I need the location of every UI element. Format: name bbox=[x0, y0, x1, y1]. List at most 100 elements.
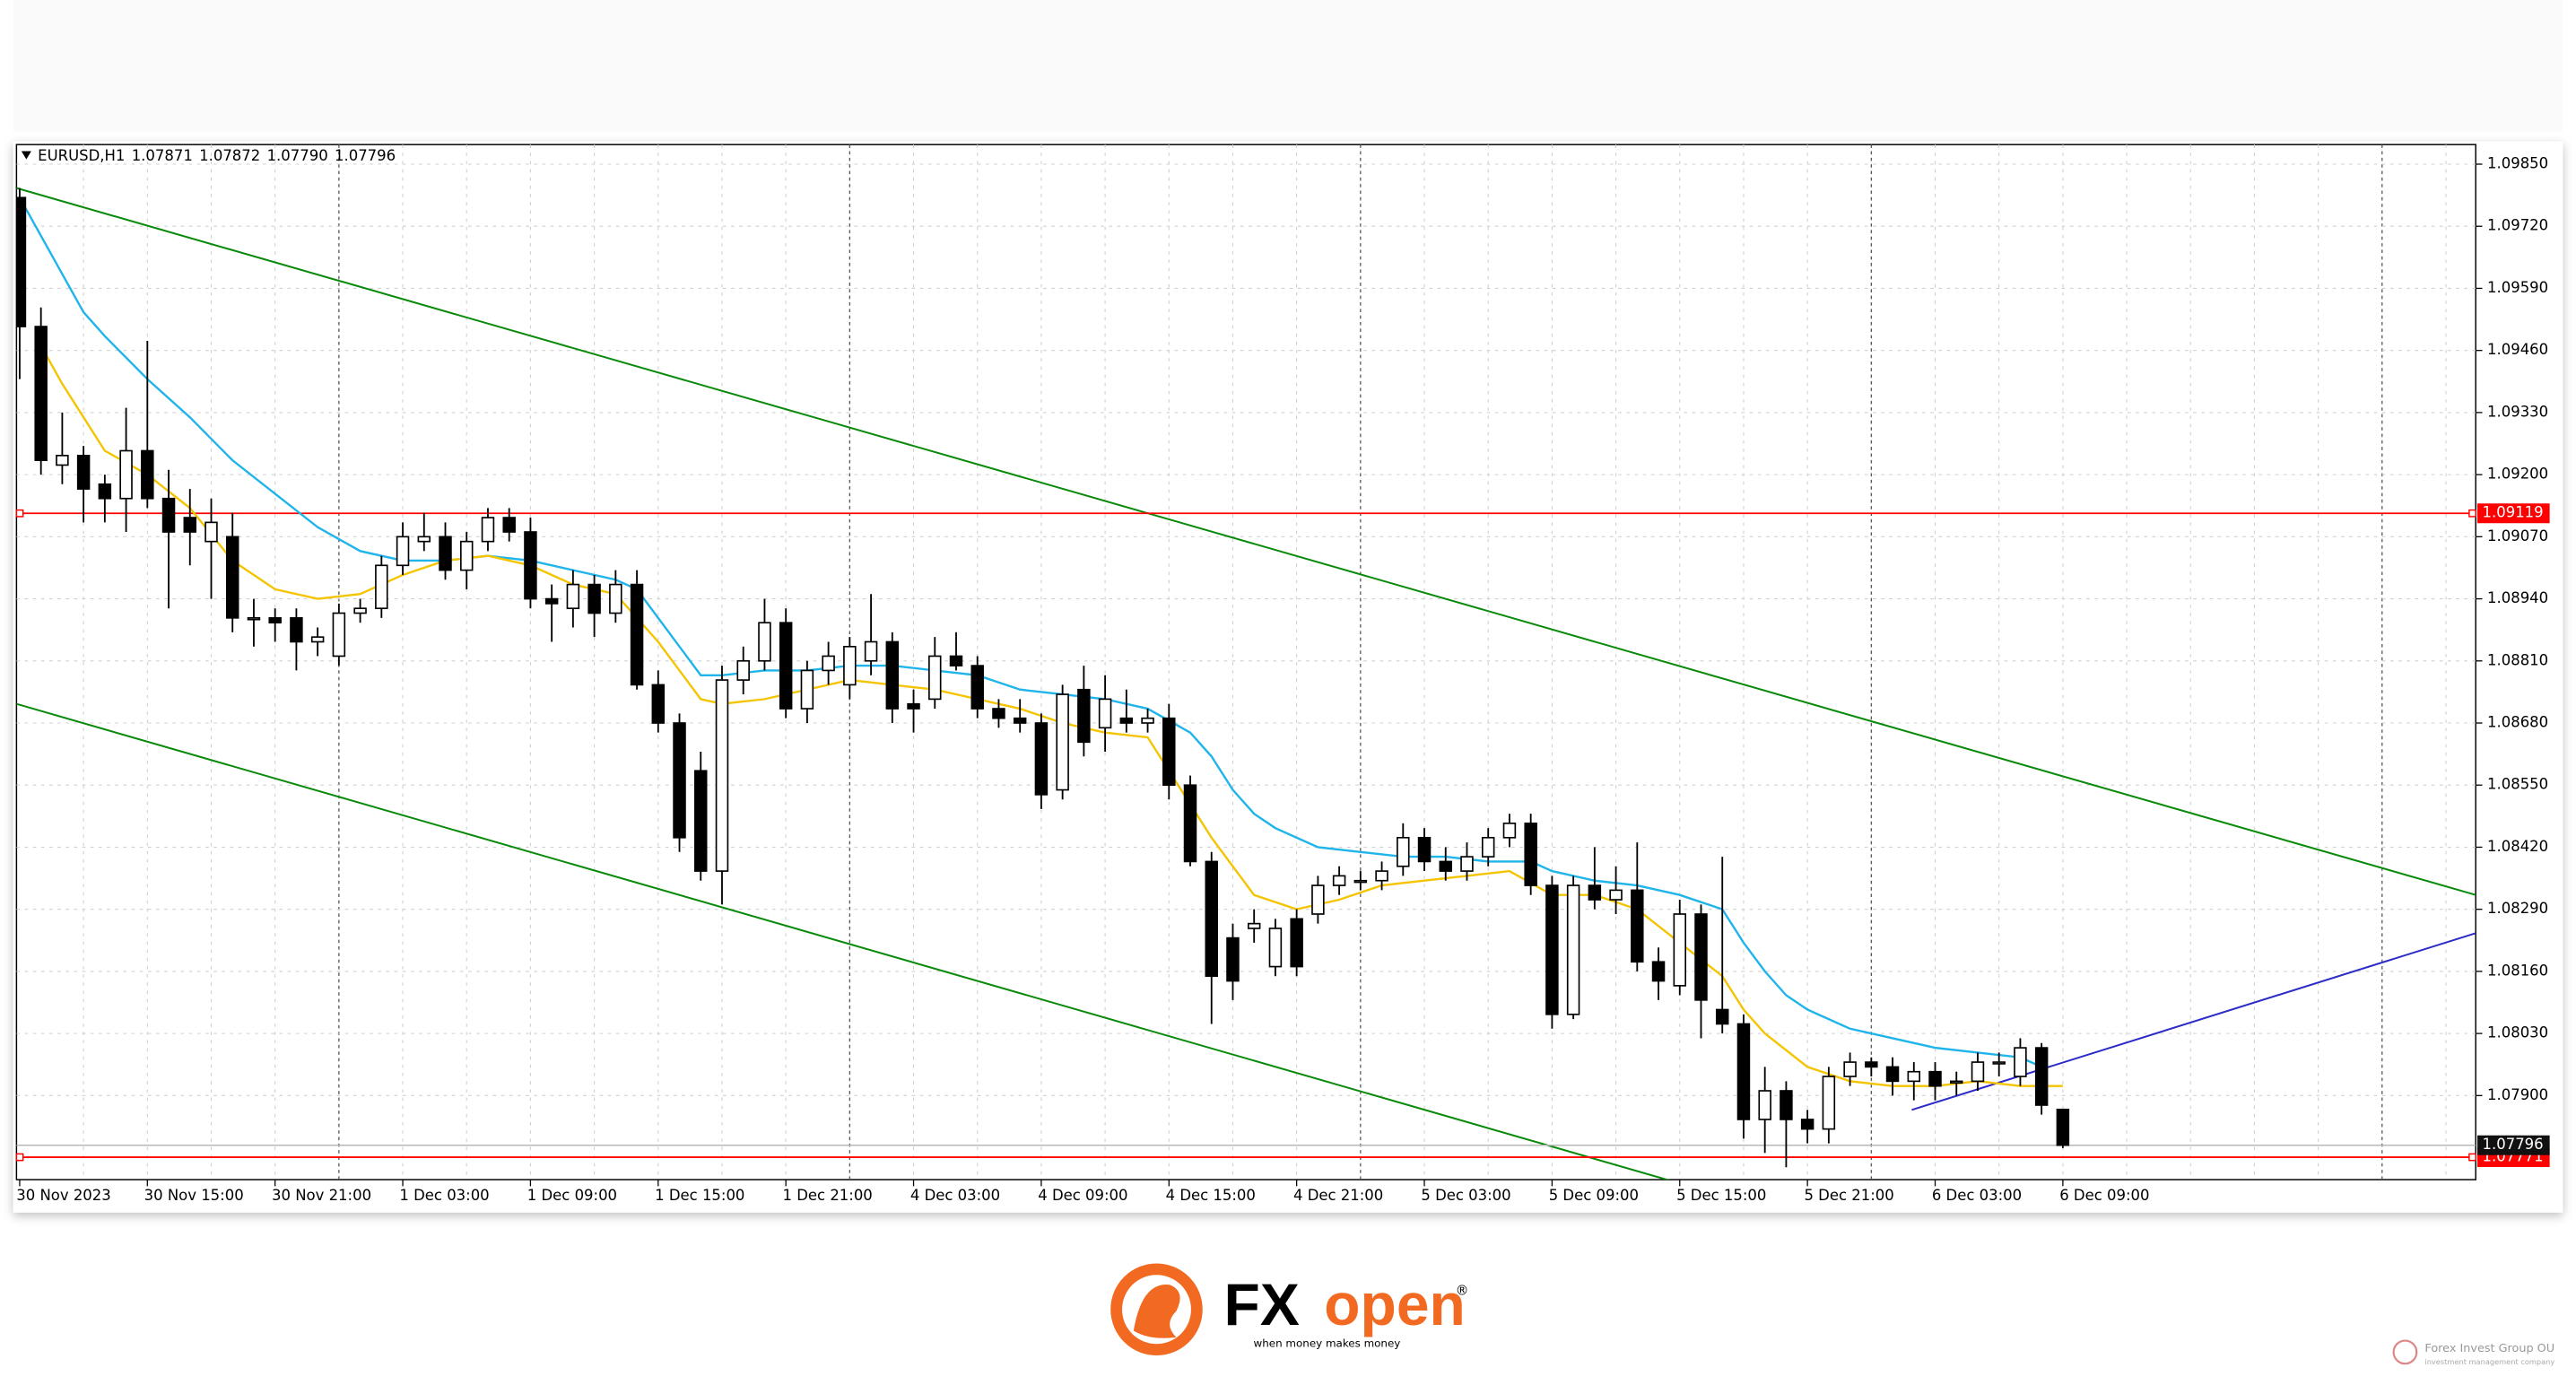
candle-body bbox=[1907, 1070, 1921, 1083]
candle-body bbox=[736, 659, 750, 681]
candle-body bbox=[1566, 884, 1580, 1015]
x-tick-label: 4 Dec 15:00 bbox=[1166, 1187, 1256, 1204]
candle-body bbox=[566, 583, 580, 610]
x-tick-label: 4 Dec 09:00 bbox=[1038, 1187, 1127, 1204]
candle-body bbox=[885, 640, 900, 710]
x-tick-label: 1 Dec 15:00 bbox=[655, 1187, 744, 1204]
y-tick-label: 1.09070 bbox=[2487, 527, 2548, 544]
logo-fx: FX bbox=[1224, 1271, 1300, 1337]
candle-body bbox=[396, 536, 410, 567]
candle-body bbox=[1247, 922, 1261, 929]
y-tick-label: 1.08160 bbox=[2487, 962, 2548, 979]
footer-subtitle: investment management company bbox=[2424, 1357, 2554, 1366]
plot-layer bbox=[16, 187, 2476, 1180]
candle-body bbox=[1928, 1070, 1942, 1087]
candle-body bbox=[1736, 1023, 1751, 1120]
ohlc-value: 1.07871 bbox=[132, 146, 193, 163]
candle-body bbox=[864, 640, 878, 662]
candle-body bbox=[205, 521, 218, 543]
level-label-box bbox=[2477, 503, 2550, 524]
x-tick-label: 6 Dec 09:00 bbox=[2059, 1187, 2149, 1204]
candle-body bbox=[76, 454, 91, 490]
x-tick-label: 30 Nov 21:00 bbox=[272, 1187, 371, 1204]
candle-body bbox=[544, 597, 559, 605]
candle-body bbox=[1119, 717, 1134, 724]
candle-body bbox=[587, 583, 601, 614]
x-tick-label: 5 Dec 15:00 bbox=[1676, 1187, 1766, 1204]
candle-body bbox=[1865, 1061, 1878, 1068]
candle-body bbox=[843, 645, 857, 686]
level-handle bbox=[2468, 1153, 2476, 1162]
ohlc-value: 1.07872 bbox=[199, 146, 260, 163]
y-tick-label: 1.09720 bbox=[2487, 217, 2548, 234]
candle-body bbox=[1375, 870, 1388, 882]
candle-body bbox=[1673, 913, 1686, 987]
y-tick-label: 1.09850 bbox=[2487, 155, 2548, 172]
candle-body bbox=[119, 449, 133, 500]
candle-body bbox=[1992, 1061, 2006, 1065]
candle-body bbox=[375, 564, 388, 610]
trend-line bbox=[1911, 932, 2476, 1111]
candle-body bbox=[1332, 875, 1346, 886]
candle-body bbox=[1800, 1119, 1815, 1130]
candle-body bbox=[268, 617, 282, 624]
candle-body bbox=[630, 583, 644, 686]
candle-body bbox=[673, 722, 686, 839]
candle-body bbox=[1588, 884, 1602, 901]
menu-triangle[interactable] bbox=[21, 151, 31, 160]
x-tick-label: 1 Dec 09:00 bbox=[527, 1187, 617, 1204]
candle-body bbox=[1971, 1061, 1985, 1083]
candle-body bbox=[949, 655, 963, 666]
candle-body bbox=[98, 483, 112, 500]
candle-body bbox=[417, 536, 431, 543]
candle-body bbox=[34, 326, 48, 461]
candle-body bbox=[1205, 860, 1218, 978]
x-tick-label: 5 Dec 09:00 bbox=[1549, 1187, 1639, 1204]
candle-body bbox=[1183, 784, 1197, 863]
y-tick-label: 1.08550 bbox=[2487, 776, 2548, 793]
top-band bbox=[13, 0, 2563, 132]
footer-company: Forex Invest Group OU bbox=[2424, 1342, 2554, 1355]
candle-body bbox=[1013, 717, 1027, 724]
y-tick-label: 1.09590 bbox=[2487, 279, 2548, 296]
candle-body bbox=[481, 517, 495, 543]
candle-body bbox=[2014, 1047, 2027, 1077]
y-tick-label: 1.08290 bbox=[2487, 900, 2548, 917]
candle-body bbox=[1439, 860, 1452, 872]
y-tick-label: 1.09460 bbox=[2487, 341, 2548, 358]
candle-body bbox=[1715, 1008, 1729, 1025]
candle-body bbox=[1226, 936, 1240, 982]
x-tick-label: 4 Dec 03:00 bbox=[910, 1187, 1000, 1204]
candle-body bbox=[183, 517, 196, 533]
candle-body bbox=[1758, 1090, 1771, 1120]
y-tick-label: 1.08030 bbox=[2487, 1024, 2548, 1041]
candle-body bbox=[1780, 1090, 1793, 1120]
logo-open: open bbox=[1324, 1271, 1465, 1337]
trend-line bbox=[16, 187, 2476, 896]
candle-body bbox=[290, 617, 303, 643]
candle-body bbox=[1609, 889, 1623, 901]
y-tick-label: 1.07900 bbox=[2487, 1086, 2548, 1103]
candle-body bbox=[822, 655, 835, 672]
x-tick-label: 6 Dec 03:00 bbox=[1932, 1187, 2022, 1204]
level-label: 1.09119 bbox=[2483, 504, 2544, 521]
candle-body bbox=[1524, 823, 1537, 886]
y-tick-label: 1.08680 bbox=[2487, 714, 2548, 731]
candle-body bbox=[502, 517, 516, 533]
candle-body bbox=[310, 636, 325, 643]
candle-body bbox=[332, 612, 346, 658]
trend-line bbox=[16, 702, 1670, 1180]
candle-body bbox=[524, 531, 537, 600]
axes-layer: 1.09850 1.09720 1.09590 1.09460 1.09330 1.092… bbox=[15, 155, 2550, 1204]
candle-body bbox=[1502, 823, 1517, 839]
x-tick-label: 1 Dec 03:00 bbox=[399, 1187, 489, 1204]
candle-body bbox=[970, 665, 984, 710]
candle-body bbox=[1162, 717, 1176, 787]
candle-body bbox=[2056, 1108, 2070, 1146]
candle-body bbox=[1885, 1066, 1900, 1083]
level-handle bbox=[15, 1153, 24, 1162]
logo: FX open ® when money makes money bbox=[1110, 1263, 1468, 1356]
candle-body bbox=[1651, 961, 1666, 982]
candle-body bbox=[225, 536, 239, 619]
